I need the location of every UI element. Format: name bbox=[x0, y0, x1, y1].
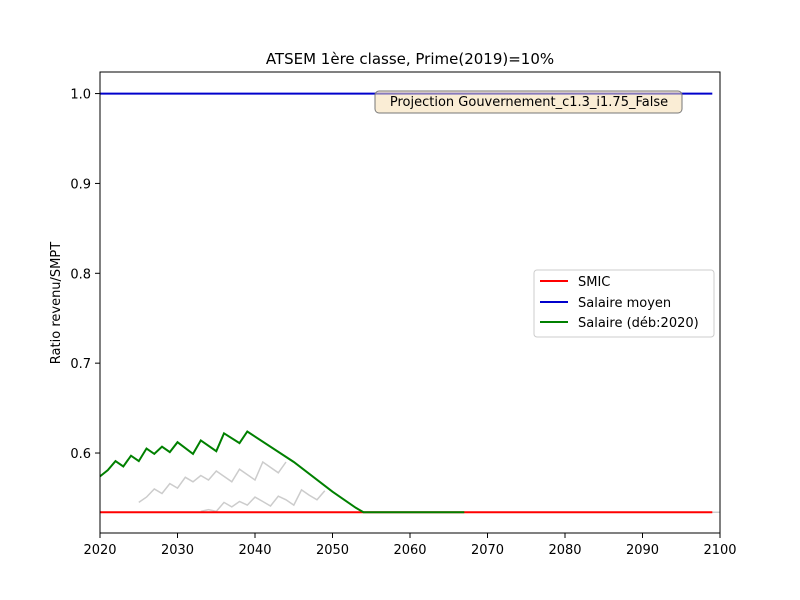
legend-label-salaire-moyen: Salaire moyen bbox=[578, 296, 671, 311]
y-tick-label-1.0: 1.0 bbox=[70, 88, 91, 103]
background-series-line-3 bbox=[138, 460, 287, 504]
annotation-box: Projection Gouvernement_c1.3_i1.75_False bbox=[374, 90, 683, 114]
x-tick-label-2080: 2080 bbox=[548, 543, 581, 558]
x-tick-label-2030: 2030 bbox=[161, 543, 194, 558]
annotation-background bbox=[374, 90, 683, 114]
x-tick-label-2050: 2050 bbox=[316, 543, 349, 558]
legend-label-smic: SMIC bbox=[578, 275, 610, 290]
series-line-salaire-d-b-2020 bbox=[99, 430, 465, 514]
y-axis: 0.6 0.7 0.8 0.9 1.0 bbox=[70, 88, 100, 462]
y-tick-label-0.6: 0.6 bbox=[70, 447, 91, 462]
x-axis: 2020 2030 2040 2050 2060 2070 2080 2090 2100 bbox=[83, 533, 737, 558]
y-tick-label-0.7: 0.7 bbox=[70, 357, 91, 372]
x-tick-label-2020: 2020 bbox=[83, 543, 116, 558]
y-tick-label-0.9: 0.9 bbox=[70, 177, 91, 192]
x-tick-label-2070: 2070 bbox=[471, 543, 504, 558]
x-tick-label-2100: 2100 bbox=[703, 543, 736, 558]
legend-label-salaire-deb: Salaire (déb:2020) bbox=[578, 316, 699, 331]
legend: SMIC Salaire moyen Salaire (déb:2020) bbox=[533, 269, 715, 338]
x-tick-label-2060: 2060 bbox=[393, 543, 426, 558]
x-tick-label-2090: 2090 bbox=[626, 543, 659, 558]
y-axis-label: Ratio revenu/SMPT bbox=[49, 242, 64, 364]
x-tick-label-2040: 2040 bbox=[238, 543, 271, 558]
y-tick-label-0.8: 0.8 bbox=[70, 267, 91, 282]
chart-title: ATSEM 1ère classe, Prime(2019)=10% bbox=[266, 50, 554, 68]
annotation-text: Projection Gouvernement_c1.3_i1.75_False bbox=[390, 95, 668, 110]
legend-frame bbox=[533, 269, 715, 338]
background-series-line-4 bbox=[200, 488, 326, 513]
